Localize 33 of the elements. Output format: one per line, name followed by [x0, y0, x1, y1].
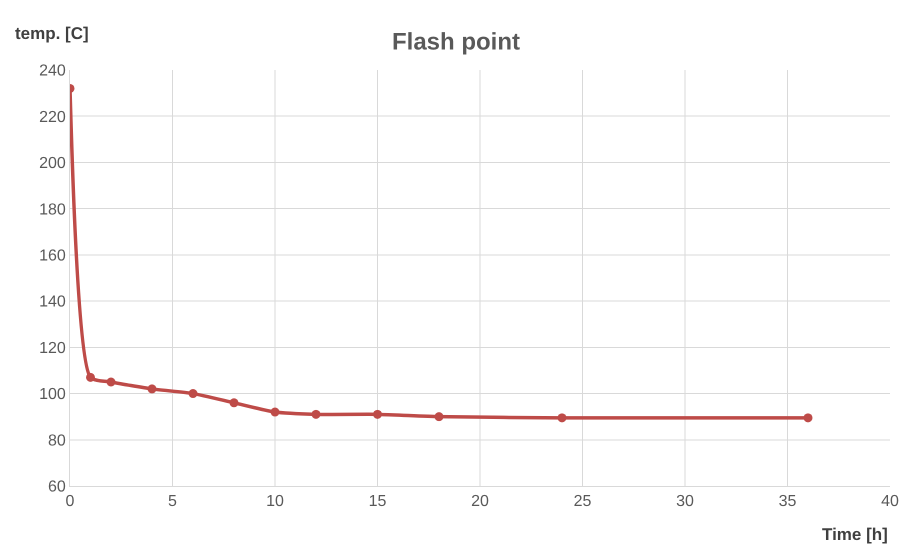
- point: [373, 410, 382, 419]
- point: [558, 413, 566, 422]
- y-tick-label: 60: [48, 478, 66, 496]
- x-tick-label: 35: [778, 493, 796, 510]
- x-tick-label: 40: [881, 493, 899, 510]
- x-tick-label: 30: [676, 493, 694, 510]
- y-tick-label: 200: [39, 155, 66, 172]
- point: [312, 410, 320, 419]
- point: [804, 413, 812, 422]
- x-tick-label: 20: [471, 493, 489, 510]
- x-tick-label: 25: [574, 493, 592, 510]
- point: [230, 398, 238, 408]
- point: [188, 389, 198, 398]
- x-axis-title: Time [h]: [822, 525, 888, 544]
- x-tick-label: 5: [168, 493, 178, 510]
- y-tick-label: 80: [48, 432, 66, 450]
- point: [106, 378, 116, 386]
- point: [148, 384, 156, 394]
- y-tick-label: 180: [39, 201, 66, 218]
- point: [434, 412, 444, 422]
- x-tick-label: 15: [368, 493, 386, 510]
- point: [86, 372, 95, 382]
- point: [270, 408, 280, 417]
- y-tick-label: 140: [39, 294, 66, 311]
- y-tick-label: 120: [39, 340, 66, 357]
- y-tick-label: 220: [39, 108, 66, 126]
- chart-title: Flash point: [392, 28, 520, 56]
- y-tick-label: 100: [39, 386, 66, 404]
- y-axis-title: temp. [C]: [15, 24, 89, 43]
- x-tick-label: 0: [66, 493, 75, 510]
- y-tick-label: 160: [39, 247, 66, 264]
- y-tick-label: 240: [39, 62, 66, 80]
- x-tick-label: 10: [266, 493, 284, 510]
